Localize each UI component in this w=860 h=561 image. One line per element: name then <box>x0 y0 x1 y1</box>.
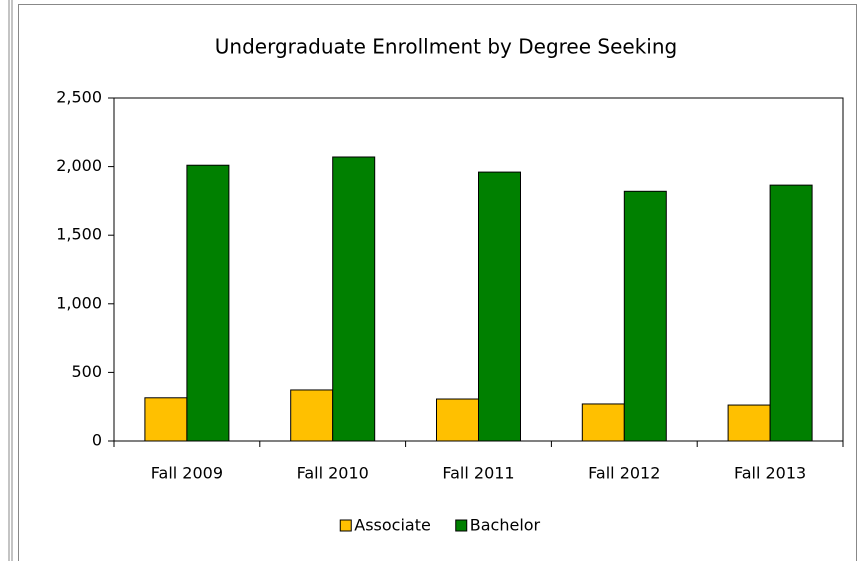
bar <box>769 184 813 442</box>
legend-swatch <box>455 519 468 532</box>
x-tick-label: Fall 2009 <box>151 464 223 483</box>
bar <box>727 404 771 442</box>
legend-swatch <box>339 519 352 532</box>
bar <box>186 164 230 442</box>
x-tick-label: Fall 2010 <box>297 464 369 483</box>
x-tick-label: Fall 2011 <box>442 464 514 483</box>
legend-label: Associate <box>354 516 431 535</box>
bar <box>144 397 188 442</box>
y-tick-label: 0 <box>92 431 102 450</box>
y-tick-label: 500 <box>71 362 102 381</box>
chart-title: Undergraduate Enrollment by Degree Seeki… <box>215 35 677 59</box>
bar <box>623 190 667 442</box>
bar <box>290 389 334 442</box>
x-tick-label: Fall 2013 <box>734 464 806 483</box>
bar <box>436 398 479 442</box>
y-tick-label: 2,500 <box>56 88 102 107</box>
bar <box>581 403 625 442</box>
legend-label: Bachelor <box>470 516 541 535</box>
bar <box>332 156 376 442</box>
chart-frame <box>18 4 857 561</box>
y-tick-label: 1,500 <box>56 225 102 244</box>
y-tick-label: 1,000 <box>56 293 102 312</box>
y-tick-label: 2,000 <box>56 156 102 175</box>
bar <box>478 171 521 442</box>
x-tick-label: Fall 2012 <box>588 464 660 483</box>
